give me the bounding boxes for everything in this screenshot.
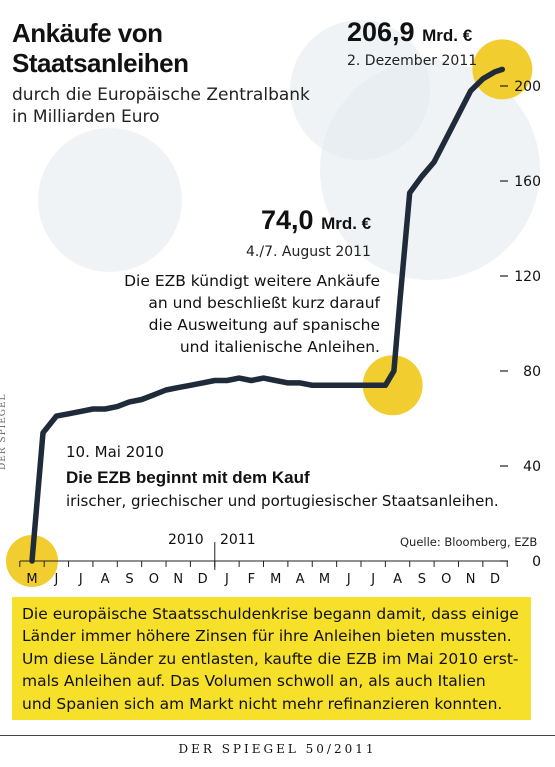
mid-date: 4./7. August 2011 [246,244,371,260]
mid-annotation-line: die Ausweitung auf spanische [148,316,380,334]
x-tick-label: M [26,572,37,587]
y-tick-label: 0 [532,554,541,570]
chart-title: Ankäufe von Staatsanleihen [12,18,272,78]
mid-annotation: Die EZB kündigt weitere Ankäufe an und b… [120,270,380,358]
y-tick-label: 160 [514,174,541,190]
mid-value-callout: 74,0 Mrd. € [261,205,371,236]
footer: DER SPIEGEL 50/2011 [178,742,377,756]
info-line: Die europäische Staatsschuldenkrise bega… [22,605,519,623]
x-tick-label: A [393,572,402,587]
y-tick-label: 200 [514,79,541,95]
mid-value: 74,0 [261,205,314,235]
x-tick-label: J [78,572,83,587]
year-label-2011: 2011 [220,532,256,548]
info-box: Die europäische Staatsschuldenkrise bega… [12,597,531,720]
background-circle [38,128,182,272]
end-value: 206,9 [347,17,415,47]
end-date: 2. Dezember 2011 [347,53,478,69]
data-series [29,66,506,564]
highlight-marker [362,355,423,416]
x-tick-label: J [346,572,351,587]
mid-annotation-line: Die EZB kündigt weitere Ankäufe [124,272,380,290]
x-tick-label: D [198,572,208,587]
chart-subtitle-line: in Milliarden Euro [12,107,160,127]
side-credit: DER SPIEGEL [0,393,8,470]
x-tick-label: N [173,572,183,587]
mid-annotation-line: und italienische Anleihen. [179,338,380,356]
y-tick-label: 120 [514,269,541,285]
chart-title-line: Staatsanleihen [12,48,189,78]
year-label-2010: 2010 [168,532,204,548]
x-tick-label: A [296,572,305,587]
info-line: Länder immer höhere Zinsen für ihre Anle… [22,627,512,646]
x-tick-label: J [370,572,375,587]
footer-rule [0,735,555,736]
x-tick-label: D [490,572,500,587]
y-tick-label: 80 [523,364,541,380]
x-tick-label: N [466,572,476,587]
info-line: Um diese Länder zu entlasten, kaufte die… [22,649,519,668]
series-line [29,66,506,564]
x-tick-label: M [270,572,281,587]
x-tick-label: O [441,572,451,587]
info-line: mals Anleihen auf. Das Volumen schwoll a… [22,672,486,691]
x-tick-label: M [319,572,330,587]
start-annotation: irischer, griechischer und portugiesisch… [66,492,499,510]
x-tick-label: J [224,572,229,587]
x-tick-label: S [418,572,426,587]
x-tick-label: O [149,572,159,587]
x-tick-label: F [248,572,255,587]
mid-annotation-line: an und beschließt kurz darauf [148,294,380,312]
end-value-unit: Mrd. € [422,26,473,45]
info-line: und Spanien sich am Markt nicht mehr ref… [22,694,503,713]
start-headline: Die EZB beginnt mit dem Kauf [66,468,310,487]
chart-subtitle: durch die Europäische Zentralbank in Mil… [12,84,332,128]
x-tick-label: S [125,572,133,587]
y-tick-label: 40 [523,459,541,475]
start-date: 10. Mai 2010 [66,443,164,461]
chart-title-line: Ankäufe von [12,18,163,48]
end-value-callout: 206,9 Mrd. € [347,17,472,48]
x-tick-label: A [101,572,110,587]
source-note: Quelle: Bloomberg, EZB [400,535,538,549]
chart-subtitle-line: durch die Europäische Zentralbank [12,85,310,105]
x-tick-label: J [53,572,58,587]
mid-value-unit: Mrd. € [321,214,372,233]
